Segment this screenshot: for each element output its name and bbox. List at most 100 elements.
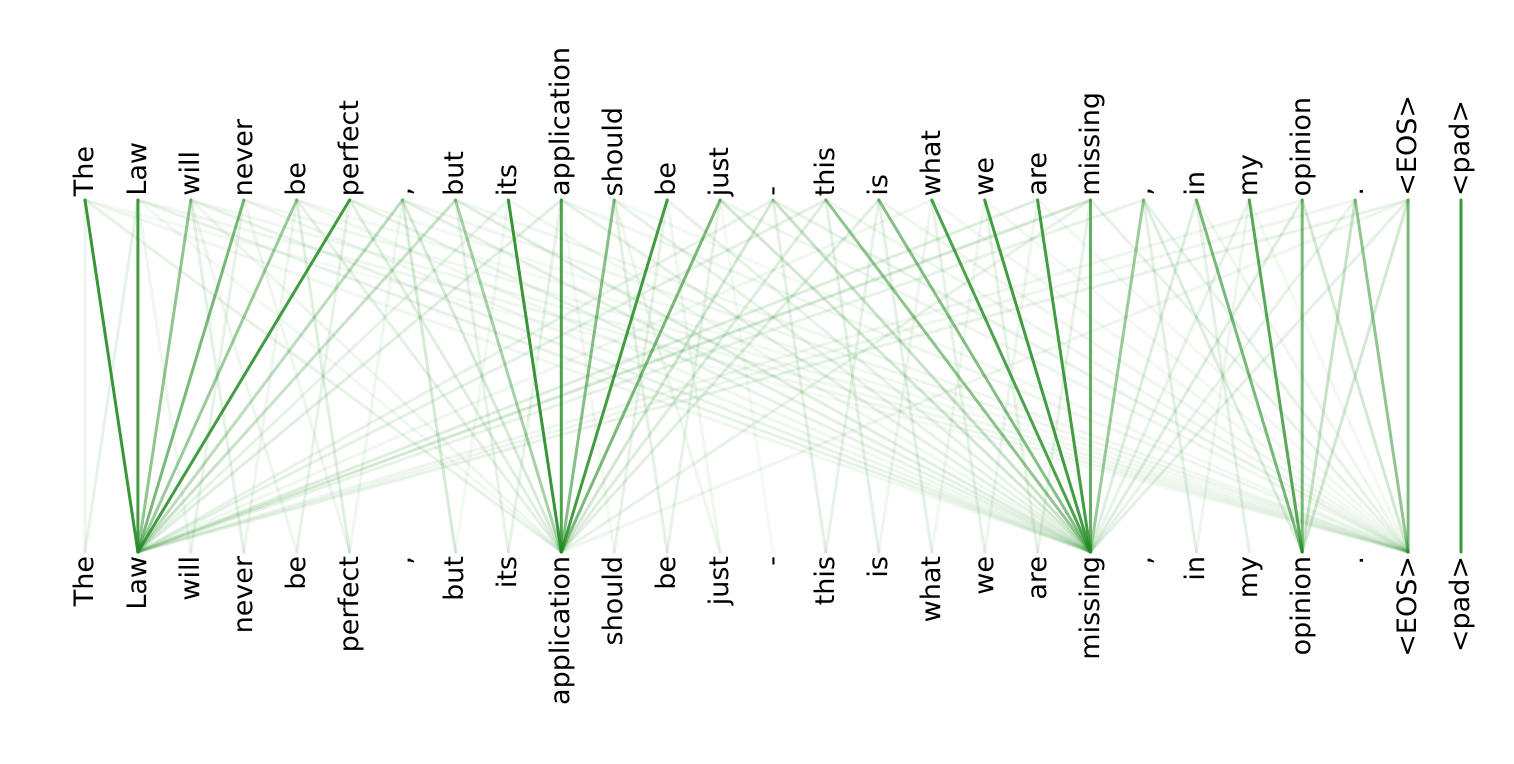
attention-edge xyxy=(295,198,1092,554)
top-token-label: we xyxy=(968,157,1000,196)
attention-edge xyxy=(718,198,1092,554)
bottom-token-label: in xyxy=(1180,556,1212,581)
attention-edge xyxy=(559,198,616,554)
attention-edge xyxy=(559,198,775,554)
attention-edge xyxy=(348,198,1410,554)
attention-edge xyxy=(877,198,934,554)
attention-edge xyxy=(189,198,563,554)
bottom-token-label: we xyxy=(968,556,1000,595)
attention-edge xyxy=(877,198,1092,554)
bottom-token-label: application xyxy=(545,556,577,705)
attention-edge xyxy=(136,198,563,554)
attention-edge xyxy=(983,198,1410,554)
attention-edge xyxy=(1353,198,1410,554)
attention-edge xyxy=(136,198,1410,554)
attention-edge xyxy=(930,198,1410,554)
bottom-token-label: just xyxy=(704,556,736,606)
attention-edge xyxy=(348,198,404,554)
attention-edge xyxy=(136,198,193,554)
attention-edge xyxy=(136,198,775,554)
attention-edge xyxy=(401,198,1410,554)
attention-edge xyxy=(454,198,1410,554)
top-token-label: be xyxy=(651,162,683,196)
top-token-label: The xyxy=(69,145,100,196)
bottom-token-label: opinion xyxy=(1286,556,1318,656)
attention-edge xyxy=(136,198,299,554)
attention-edge xyxy=(1300,198,1410,554)
attention-edge xyxy=(83,198,140,554)
attention-edge xyxy=(612,198,722,554)
bottom-token-label: . xyxy=(1339,556,1371,565)
attention-edge xyxy=(242,198,352,554)
attention-edge xyxy=(136,198,246,554)
bottom-token-label: should xyxy=(598,556,630,646)
attention-edge xyxy=(136,198,352,554)
attention-edge xyxy=(189,198,246,554)
bottom-token-label: perfect xyxy=(333,556,365,653)
attention-edge xyxy=(136,198,1357,554)
top-token-label: never xyxy=(227,118,259,196)
top-token-label: opinion xyxy=(1286,96,1318,196)
attention-edge xyxy=(824,198,1092,554)
bottom-token-label: are xyxy=(1021,556,1053,600)
attention-edge xyxy=(295,198,563,554)
attention-edge xyxy=(242,198,1092,554)
attention-edge xyxy=(454,198,510,554)
bottom-token-label: but xyxy=(439,556,471,601)
top-token-label: my xyxy=(1233,153,1265,196)
top-token-label: be xyxy=(280,162,312,196)
attention-edge xyxy=(1247,198,1304,554)
bottom-token-label: will xyxy=(174,556,206,601)
attention-edge xyxy=(559,198,881,554)
top-token-label: application xyxy=(545,47,577,196)
attention-edge xyxy=(771,198,828,554)
bottom-token-label: , xyxy=(1127,556,1159,565)
attention-edge xyxy=(1142,198,1304,554)
top-token-label: . xyxy=(1339,187,1371,196)
attention-edge xyxy=(1247,198,1410,554)
top-token-label: should xyxy=(598,106,630,196)
top-token-label: will xyxy=(174,151,206,196)
bottom-token-label: <EOS> xyxy=(1392,556,1424,657)
top-token-label: but xyxy=(439,151,471,196)
attention-edge xyxy=(242,198,299,554)
attention-edge xyxy=(1089,198,1304,554)
attention-edge xyxy=(1300,198,1357,554)
attention-edge xyxy=(401,198,563,554)
top-token-label: its xyxy=(492,163,524,196)
bottom-token-label: - xyxy=(757,556,788,566)
top-token-label: , xyxy=(1127,187,1159,196)
attention-edge xyxy=(1089,198,1145,554)
attention-edge xyxy=(136,198,510,554)
attention-edge xyxy=(1194,198,1251,554)
top-token-label: what xyxy=(915,129,947,196)
attention-edge xyxy=(1194,198,1251,554)
bottom-token-label: never xyxy=(227,556,259,634)
attention-edge xyxy=(559,198,828,554)
attention-edge xyxy=(983,198,1092,554)
attention-edge xyxy=(877,198,1410,554)
attention-edge xyxy=(348,198,1092,554)
top-token-label: in xyxy=(1180,171,1212,196)
attention-edge xyxy=(771,198,1092,554)
bottom-token-label: be xyxy=(280,556,312,590)
attention-edge xyxy=(83,198,1410,554)
top-token-label: are xyxy=(1021,152,1053,196)
attention-edge xyxy=(189,198,1410,554)
attention-edge xyxy=(1089,198,1198,554)
attention-edge xyxy=(454,198,563,554)
top-token-label: perfect xyxy=(333,99,365,196)
attention-edge xyxy=(242,198,1410,554)
attention-edge xyxy=(718,198,775,554)
attention-edge xyxy=(1036,198,1092,554)
attention-edge xyxy=(189,198,246,554)
attention-edge xyxy=(559,198,722,554)
attention-edge xyxy=(665,198,1092,554)
attention-edge xyxy=(1036,198,1410,554)
bottom-token-label: missing xyxy=(1074,556,1106,660)
attention-edge xyxy=(136,198,1304,554)
bottom-token-label: Law xyxy=(121,556,153,610)
attention-edge xyxy=(136,198,1410,554)
attention-edge xyxy=(877,198,934,554)
